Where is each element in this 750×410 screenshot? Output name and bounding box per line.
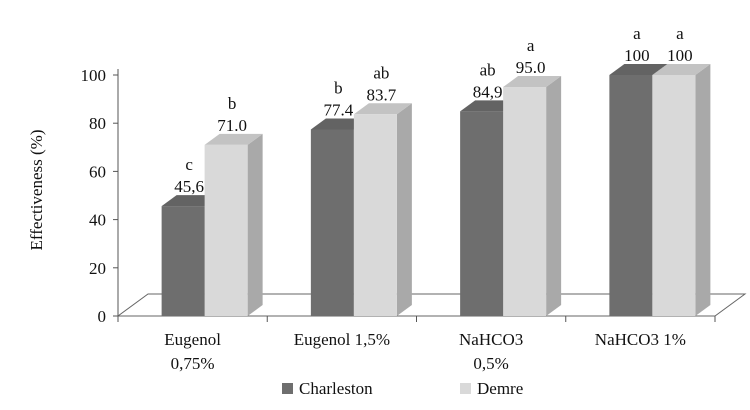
y-tick-label: 60 [89, 162, 106, 181]
bar-front-face [204, 144, 248, 316]
y-tick-label: 100 [81, 66, 107, 85]
data-label: 71.0 [217, 116, 247, 135]
y-axis-title: Effectiveness (%) [27, 130, 46, 251]
bar-side-face [247, 133, 263, 316]
x-tick-label-line: NaHCO3 [459, 330, 523, 349]
x-tick-label: Eugenol 0,75% [164, 330, 221, 373]
bar-front-face [503, 87, 547, 316]
data-label: 95.0 [516, 58, 546, 77]
legend-item-demre: Demre [460, 379, 523, 398]
bar-front-face [161, 206, 205, 316]
legend-swatch [460, 383, 471, 394]
x-tick-label-line: NaHCO3 1% [595, 330, 686, 349]
data-label: 45,6 [174, 177, 204, 196]
legend-swatch [282, 383, 293, 394]
y-tick-label: 0 [98, 307, 107, 326]
x-tick-label: Eugenol 1,5% [294, 330, 390, 349]
bar-front-face [652, 75, 696, 316]
bar-top-face [652, 64, 711, 75]
data-label: 83.7 [367, 85, 397, 104]
legend-label: Charleston [299, 379, 373, 398]
significance-letter: a [676, 24, 684, 43]
bar-demre-1 [204, 133, 263, 316]
significance-letter: ab [373, 63, 389, 82]
x-tick-label-line: 0,75% [171, 354, 215, 373]
bar-front-face [310, 129, 354, 316]
bar-front-face [460, 111, 504, 317]
data-label: 100 [667, 46, 693, 65]
bar-demre-2 [353, 103, 412, 317]
bar-side-face [396, 103, 412, 317]
x-tick-label: NaHCO3 0,5% [459, 330, 523, 373]
data-label: 100 [624, 46, 650, 65]
y-tick-label: 40 [89, 211, 106, 230]
x-tick-label-line: Eugenol [164, 330, 221, 349]
bar-side-face [546, 76, 562, 316]
significance-letter: ab [480, 60, 496, 79]
significance-letter: a [527, 36, 535, 55]
legend-item-charleston: Charleston [282, 379, 373, 398]
significance-letter: b [228, 94, 237, 113]
data-label: 77.4 [324, 100, 354, 119]
data-label: 84,9 [473, 82, 503, 101]
bar-top-face [204, 133, 263, 145]
bar-demre-3 [503, 76, 562, 316]
significance-letter: b [334, 78, 343, 97]
y-tick-label: 80 [89, 114, 106, 133]
y-tick-label: 20 [89, 259, 106, 278]
x-tick-label-line: Eugenol 1,5% [294, 330, 390, 349]
x-tick-label-line: 0,5% [473, 354, 508, 373]
bar-demre-4 [652, 64, 711, 316]
bar-top-face [609, 64, 668, 75]
significance-letter: a [633, 24, 641, 43]
bar-front-face [353, 114, 397, 317]
bar-top-face [503, 76, 562, 88]
significance-letter: c [185, 155, 193, 174]
bar-side-face [695, 64, 711, 316]
bar-top-face [353, 103, 412, 115]
legend-label: Demre [477, 379, 523, 398]
bar-front-face [609, 75, 653, 316]
x-tick-label: NaHCO3 1% [595, 330, 686, 349]
